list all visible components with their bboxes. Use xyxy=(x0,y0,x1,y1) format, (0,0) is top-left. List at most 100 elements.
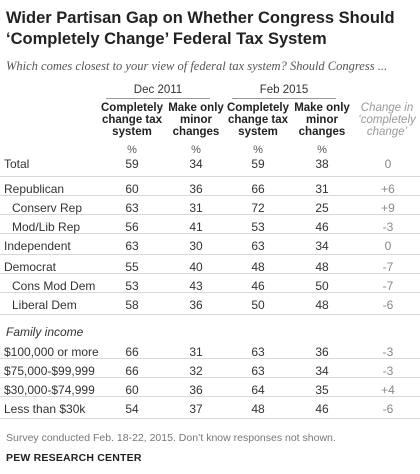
change-value: -3 xyxy=(382,364,394,378)
percent-value: 30 xyxy=(189,239,203,253)
table-row: Liberal Dem 58 36 50 48 -6 xyxy=(0,296,420,315)
row-divider xyxy=(0,273,420,274)
percent-value: 60 xyxy=(125,182,139,196)
col-header-feb-complete: Completely change tax system xyxy=(227,102,289,138)
row-label: Less than $30k xyxy=(4,402,86,416)
change-value: -3 xyxy=(382,220,394,234)
change-value: +9 xyxy=(381,201,395,215)
col-header-dec-minor: Make only minor changes xyxy=(168,102,224,138)
percent-value: 36 xyxy=(189,298,203,312)
percent-value: 66 xyxy=(125,345,139,359)
pct-label-2: % xyxy=(191,144,201,156)
row-divider xyxy=(0,418,420,419)
percent-value: 72 xyxy=(251,201,265,215)
chart-subtitle: Which comes closest to your view of fede… xyxy=(6,59,388,73)
row-divider xyxy=(0,254,420,255)
percent-value: 48 xyxy=(251,402,265,416)
title-line-1: Wider Partisan Gap on Whether Congress S… xyxy=(6,9,395,27)
table-row: Republican 60 36 66 31 +6 xyxy=(0,180,420,199)
percent-value: 35 xyxy=(315,383,329,397)
row-divider xyxy=(0,195,420,196)
period-rule-dec-2011 xyxy=(106,98,210,99)
period-rule-feb-2015 xyxy=(232,98,336,99)
percent-value: 50 xyxy=(251,298,265,312)
row-divider xyxy=(0,233,420,234)
title-line-2: ‘Completely Change’ Federal Tax System xyxy=(6,30,327,48)
row-label: $30,000-$74,999 xyxy=(4,383,95,397)
percent-value: 46 xyxy=(315,220,329,234)
change-value: +6 xyxy=(381,182,395,196)
percent-value: 60 xyxy=(125,383,139,397)
row-label: Cons Mod Dem xyxy=(12,279,96,293)
table-row: Mod/Lib Rep 56 41 53 46 -3 xyxy=(0,218,420,237)
percent-value: 31 xyxy=(189,345,203,359)
change-value: -3 xyxy=(382,345,394,359)
row-label: Independent xyxy=(4,239,71,253)
percent-value: 31 xyxy=(189,201,203,215)
row-label: Conserv Rep xyxy=(12,201,83,215)
row-label: Mod/Lib Rep xyxy=(12,220,81,234)
table-row: Total 59 34 59 38 0 xyxy=(0,155,420,174)
percent-value: 58 xyxy=(125,298,139,312)
table-row: Conserv Rep 63 31 72 25 +9 xyxy=(0,199,420,218)
percent-value: 46 xyxy=(315,402,329,416)
percent-value: 43 xyxy=(189,279,203,293)
change-value: -6 xyxy=(382,298,394,312)
percent-value: 32 xyxy=(189,364,203,378)
percent-value: 40 xyxy=(189,260,203,274)
percent-value: 31 xyxy=(315,182,329,196)
percent-value: 37 xyxy=(189,402,203,416)
percent-value: 59 xyxy=(251,157,265,171)
row-divider xyxy=(0,176,420,177)
percent-value: 48 xyxy=(315,298,329,312)
pct-label-3: % xyxy=(253,144,263,156)
percent-value: 34 xyxy=(315,364,329,378)
percent-value: 63 xyxy=(125,239,139,253)
percent-value: 54 xyxy=(125,402,139,416)
period-feb-2015: Feb 2015 xyxy=(259,84,309,96)
row-divider xyxy=(0,314,420,315)
table-row: Independent 63 30 63 34 0 xyxy=(0,237,420,256)
row-divider xyxy=(0,358,420,359)
percent-value: 41 xyxy=(189,220,203,234)
pct-label-4: % xyxy=(317,144,327,156)
percent-value: 34 xyxy=(315,239,329,253)
percent-value: 59 xyxy=(125,157,139,171)
col-header-change: Change in ‘completely change’ xyxy=(358,102,416,138)
col-header-feb-minor: Make only minor changes xyxy=(294,102,350,138)
change-value: -7 xyxy=(382,279,394,293)
row-divider xyxy=(0,214,420,215)
row-divider xyxy=(0,292,420,293)
percent-value: 38 xyxy=(315,157,329,171)
change-value: +4 xyxy=(381,383,395,397)
percent-value: 36 xyxy=(189,182,203,196)
percent-value: 34 xyxy=(189,157,203,171)
table-row: Democrat 55 40 48 48 -7 xyxy=(0,258,420,277)
row-label: Total xyxy=(4,157,30,171)
percent-value: 55 xyxy=(125,260,139,274)
period-dec-2011: Dec 2011 xyxy=(133,84,183,96)
row-divider xyxy=(0,377,420,378)
table-row: $100,000 or more 66 31 63 36 -3 xyxy=(0,343,420,362)
survey-note: Survey conducted Feb. 18-22, 2015. Don’t… xyxy=(6,432,336,444)
row-label: Republican xyxy=(4,182,65,196)
percent-value: 46 xyxy=(251,279,265,293)
percent-value: 66 xyxy=(125,364,139,378)
percent-value: 64 xyxy=(251,383,265,397)
percent-value: 63 xyxy=(125,201,139,215)
percent-value: 50 xyxy=(315,279,329,293)
change-value: 0 xyxy=(384,157,392,171)
col-header-dec-complete: Completely change tax system xyxy=(101,102,163,138)
percent-value: 25 xyxy=(315,201,329,215)
change-value: -6 xyxy=(382,402,394,416)
percent-value: 56 xyxy=(125,220,139,234)
row-label: Liberal Dem xyxy=(12,298,77,312)
row-divider xyxy=(0,396,420,397)
percent-value: 48 xyxy=(315,260,329,274)
change-value: -7 xyxy=(382,260,394,274)
percent-value: 66 xyxy=(251,182,265,196)
table-row: Less than $30k 54 37 48 46 -6 xyxy=(0,400,420,419)
percent-value: 36 xyxy=(315,345,329,359)
row-label: $100,000 or more xyxy=(4,345,99,359)
percent-value: 36 xyxy=(189,383,203,397)
